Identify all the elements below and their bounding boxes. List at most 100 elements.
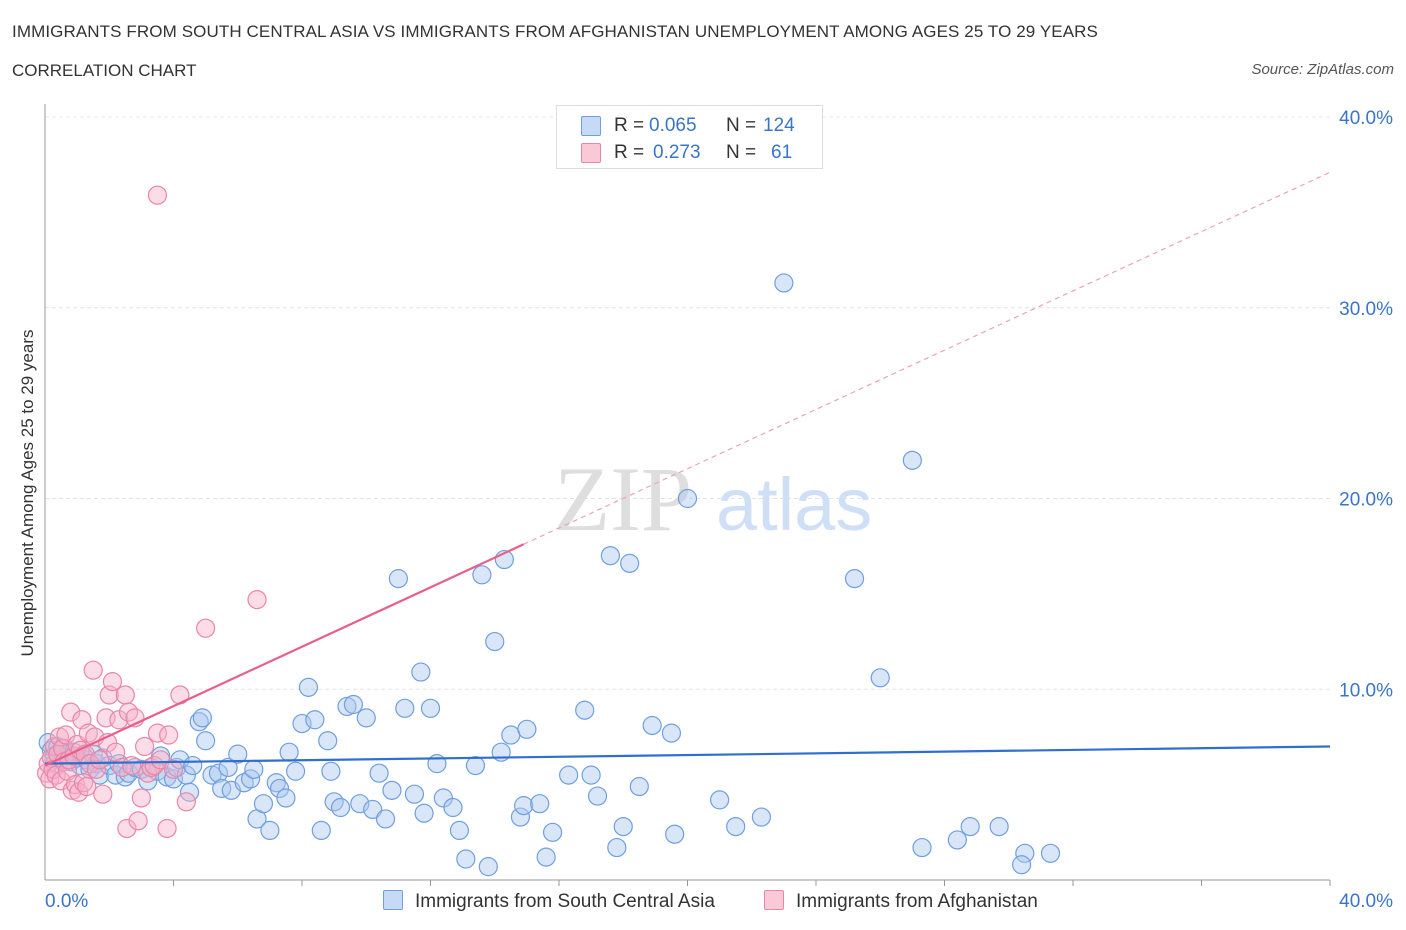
data-point-south-central-asia <box>501 725 521 745</box>
data-point-south-central-asia <box>600 546 621 566</box>
data-point-south-central-asia <box>382 780 402 800</box>
data-point-afghanistan <box>134 736 155 757</box>
data-point-south-central-asia <box>420 698 441 718</box>
data-point-afghanistan <box>138 763 158 783</box>
data-point-south-central-asia <box>530 794 550 814</box>
data-point-south-central-asia <box>677 488 698 509</box>
points-layer <box>37 185 1061 877</box>
data-point-afghanistan <box>93 784 113 804</box>
data-point-afghanistan <box>159 725 179 745</box>
legend-n-value: 61 <box>771 142 793 163</box>
data-point-south-central-asia <box>443 797 463 818</box>
bottom-legend-label: Immigrants from South Central Asia <box>415 891 715 912</box>
data-point-south-central-asia <box>414 803 434 823</box>
data-point-south-central-asia <box>613 816 633 837</box>
data-point-afghanistan <box>102 672 123 692</box>
data-point-south-central-asia <box>244 759 264 779</box>
data-point-south-central-asia <box>517 719 537 739</box>
data-point-south-central-asia <box>375 809 396 829</box>
data-point-south-central-asia <box>260 820 280 841</box>
data-point-south-central-asia <box>183 755 203 776</box>
data-point-afghanistan <box>122 755 142 776</box>
data-point-south-central-asia <box>253 794 274 814</box>
data-point-south-central-asia <box>311 820 331 841</box>
source-label: Source: ZipAtlas.com <box>1251 61 1394 78</box>
legend-n-value: 124 <box>763 115 795 136</box>
data-point-south-central-asia <box>411 662 431 682</box>
data-point-south-central-asia <box>1011 855 1032 875</box>
data-point-south-central-asia <box>456 849 476 869</box>
data-point-south-central-asia <box>575 700 595 720</box>
data-point-afghanistan <box>83 660 103 680</box>
trendline-afghanistan <box>44 543 525 767</box>
data-point-south-central-asia <box>279 742 299 762</box>
data-point-afghanistan <box>115 685 135 705</box>
data-point-south-central-asia <box>228 744 248 764</box>
data-point-south-central-asia <box>388 569 408 589</box>
data-point-afghanistan <box>163 759 184 779</box>
y-tick-label: 40.0% <box>1339 108 1393 129</box>
data-point-afghanistan <box>176 792 196 812</box>
data-point-south-central-asia <box>870 668 890 688</box>
bottom-legend-swatch-blue <box>383 890 403 910</box>
data-point-afghanistan <box>109 710 129 730</box>
data-point-south-central-asia <box>212 778 232 799</box>
data-point-afghanistan <box>196 618 216 638</box>
data-point-south-central-asia <box>844 569 865 589</box>
data-point-south-central-asia <box>581 765 601 785</box>
x-tick-label: 40.0% <box>1339 891 1393 912</box>
data-point-south-central-asia <box>266 773 286 793</box>
data-point-south-central-asia <box>369 763 389 783</box>
legend-n-label: N = <box>726 142 757 163</box>
legend-r-label: R = <box>614 115 645 136</box>
data-point-afghanistan <box>151 750 171 770</box>
data-point-south-central-asia <box>485 631 505 652</box>
bottom-legend-swatch-pink <box>764 890 784 910</box>
data-point-south-central-asia <box>774 273 794 293</box>
data-point-south-central-asia <box>276 788 296 808</box>
data-point-afghanistan <box>247 589 267 610</box>
data-point-afghanistan <box>157 818 177 839</box>
data-point-south-central-asia <box>559 765 579 785</box>
trend-layer <box>44 171 1331 767</box>
legend-swatch-blue <box>581 116 601 136</box>
data-point-south-central-asia <box>298 677 319 697</box>
data-point-south-central-asia <box>330 797 351 818</box>
chart-title: IMMIGRANTS FROM SOUTH CENTRAL ASIA VS IM… <box>12 22 1098 41</box>
data-point-afghanistan <box>117 818 137 839</box>
data-point-south-central-asia <box>449 820 470 841</box>
data-point-south-central-asia <box>465 755 486 776</box>
watermark-atlas: atlas <box>716 463 872 546</box>
chart-subtitle: CORRELATION CHART <box>12 61 197 80</box>
trendline-south-central-asia <box>44 745 1331 765</box>
data-point-south-central-asia <box>318 731 338 751</box>
data-point-south-central-asia <box>947 830 967 850</box>
data-point-south-central-asia <box>363 799 383 820</box>
y-axis-label: Unemployment Among Ages 25 to 29 years <box>18 329 37 657</box>
data-point-south-central-asia <box>395 698 415 718</box>
data-point-south-central-asia <box>960 816 980 837</box>
y-tick-label: 30.0% <box>1339 299 1393 320</box>
data-point-south-central-asia <box>196 731 216 751</box>
y-tick-label: 10.0% <box>1339 680 1393 701</box>
legend-r-value: 0.065 <box>649 115 697 136</box>
data-point-afghanistan <box>90 750 110 770</box>
legend-r-value: 0.273 <box>653 142 701 163</box>
correlation-legend: R = 0.065 N = 124 R = 0.273 N = 61 <box>556 105 823 169</box>
data-point-south-central-asia <box>542 822 563 842</box>
legend-n-label: N = <box>726 115 757 136</box>
data-point-south-central-asia <box>285 761 306 781</box>
data-point-south-central-asia <box>472 565 492 585</box>
data-point-south-central-asia <box>587 786 608 806</box>
data-point-south-central-asia <box>218 757 238 778</box>
data-point-south-central-asia <box>404 784 425 804</box>
data-point-afghanistan <box>128 811 148 831</box>
data-point-south-central-asia <box>902 450 922 470</box>
data-point-south-central-asia <box>208 763 229 783</box>
data-point-south-central-asia <box>1040 843 1061 863</box>
data-point-south-central-asia <box>192 708 213 728</box>
data-point-south-central-asia <box>710 790 730 810</box>
data-point-afghanistan <box>61 702 81 722</box>
data-point-south-central-asia <box>726 816 746 837</box>
